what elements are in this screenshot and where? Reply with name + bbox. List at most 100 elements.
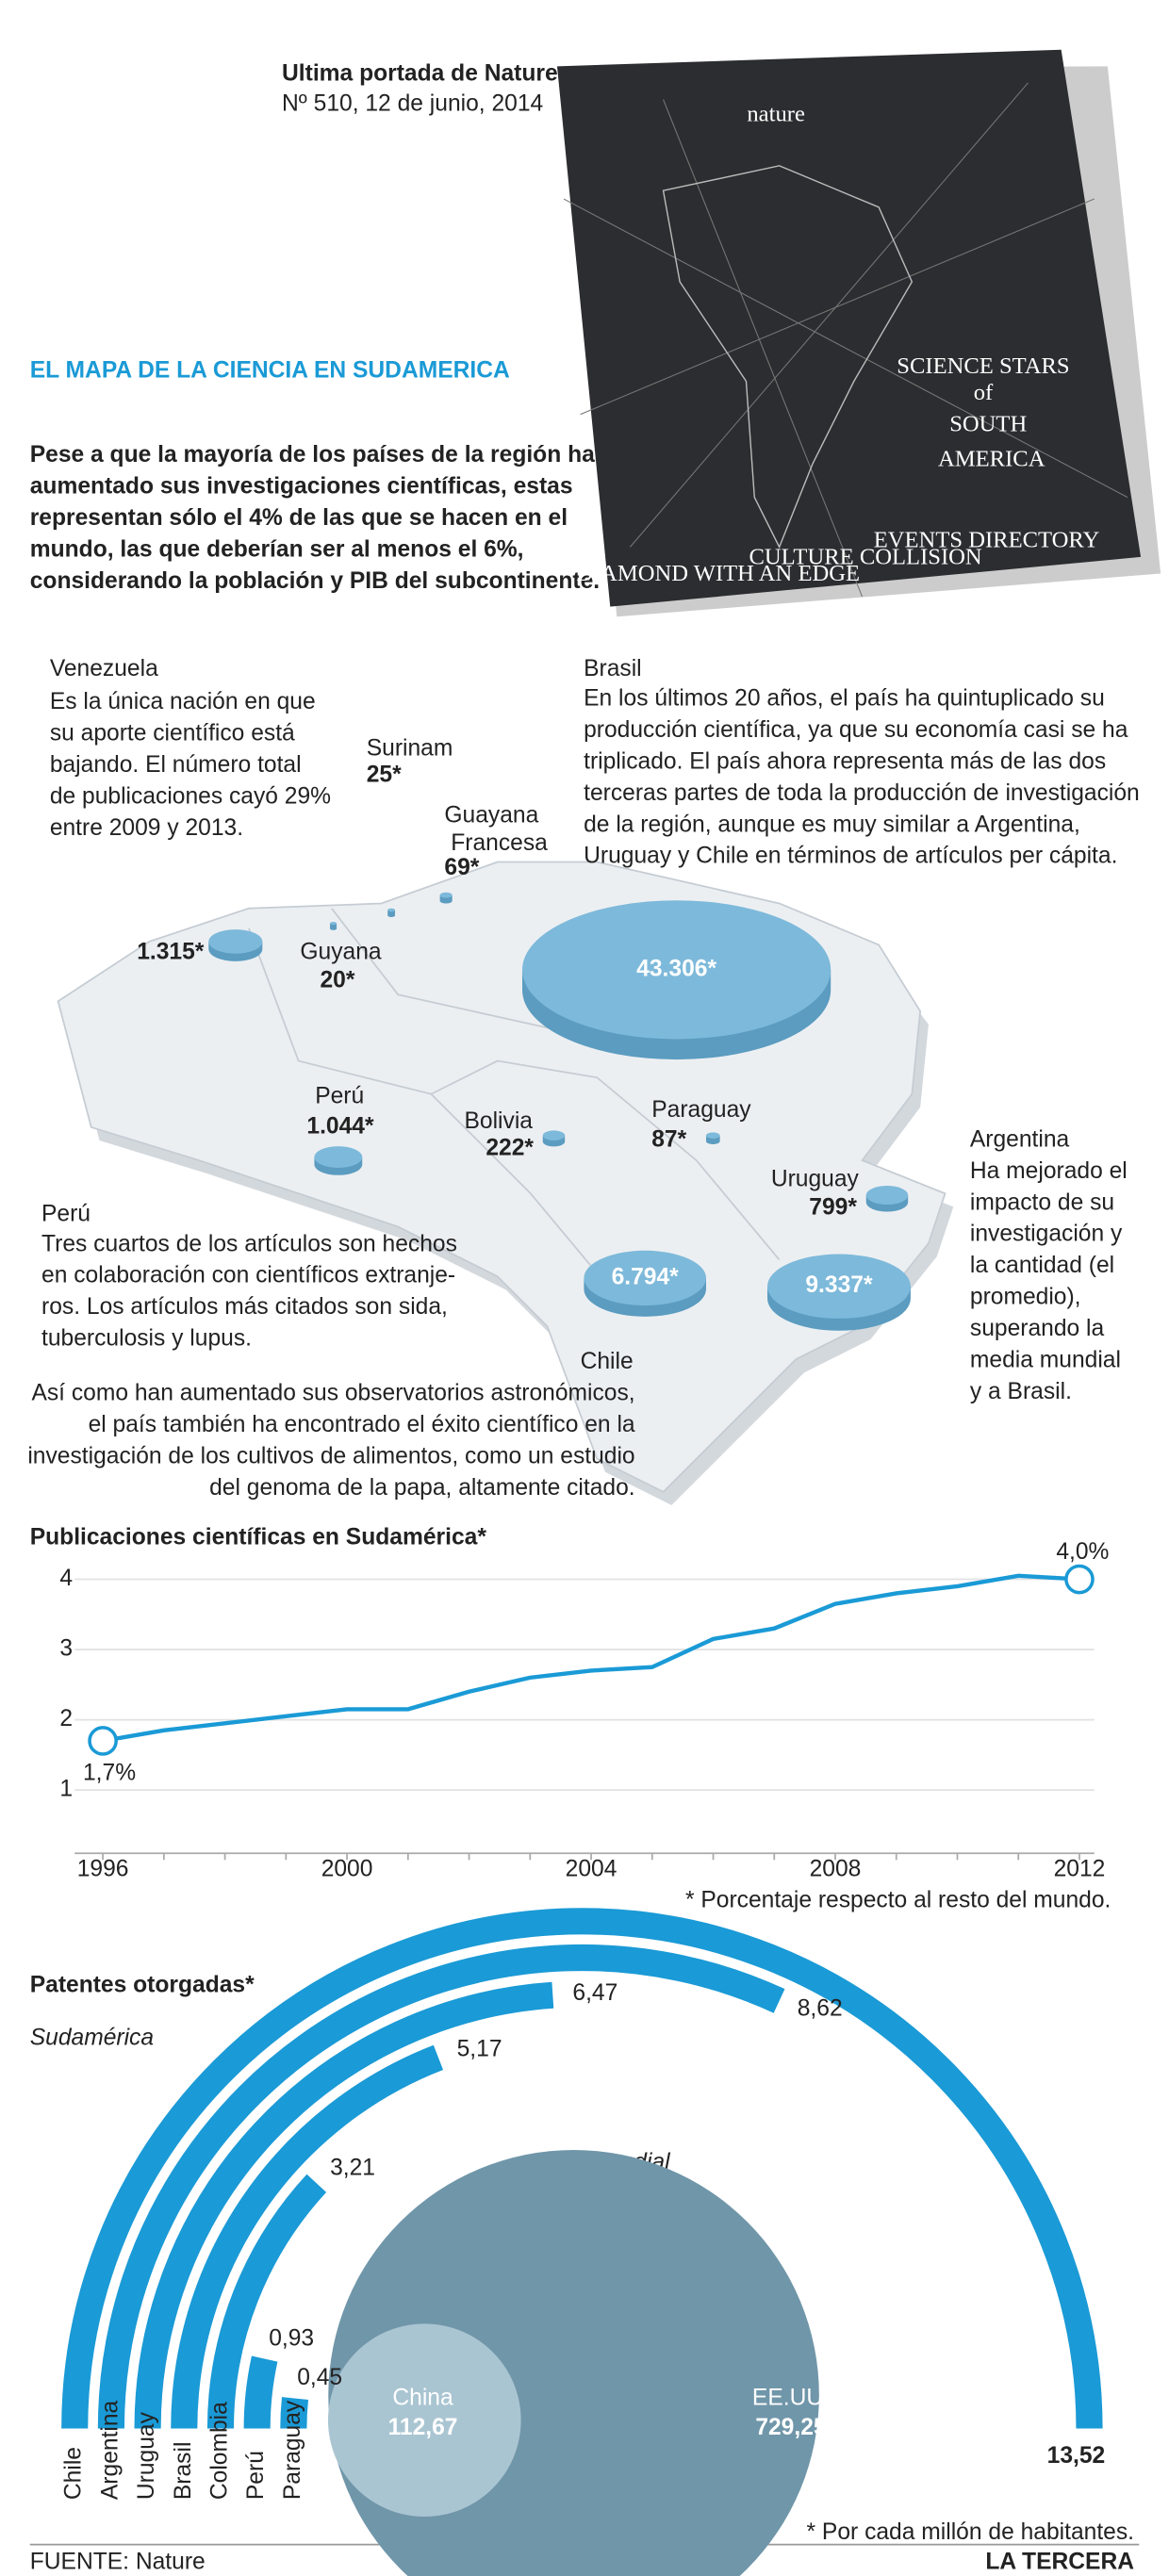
intro-line: mundo, las que deberían ser al menos el … (30, 536, 524, 562)
y-tick-label: 1 (59, 1777, 73, 1802)
bubble (208, 929, 263, 954)
arc-category: Paraguay (280, 2400, 305, 2500)
country-note: Ha mejorado el (970, 1158, 1128, 1184)
country-note: investigación de los cultivos de aliment… (27, 1443, 634, 1468)
bubble-label: 69* (444, 855, 479, 880)
point-label: 4,0% (1056, 1539, 1109, 1565)
cover-title: Ultima portada de Nature (282, 61, 558, 87)
bubble-label: 1.044* (306, 1113, 374, 1139)
country-note: la cantidad (el (970, 1253, 1114, 1278)
cover-lines (563, 82, 1128, 598)
bubble (584, 1250, 706, 1306)
country-name: Perú (41, 1202, 91, 1227)
bubble-label: 43.306* (636, 956, 716, 981)
country-note: Así como han aumentado sus observatorios… (31, 1381, 634, 1406)
footer-source: FUENTE: Nature (30, 2549, 206, 2574)
arc (61, 1908, 1103, 2429)
cover-line: SCIENCE STARS (897, 353, 1069, 379)
cover-map (662, 165, 914, 550)
bubble (387, 908, 396, 912)
y-tick-label: 3 (59, 1636, 73, 1662)
country-name: Surinam (367, 735, 453, 761)
bubble (766, 1254, 911, 1319)
arc-category: Brasil (171, 2442, 196, 2501)
y-tick-label: 4 (59, 1566, 73, 1591)
intro-line: representan sólo el 4% de las que se hac… (30, 505, 568, 531)
arc-category: Chile (61, 2447, 87, 2500)
bubble-label: 6.794* (612, 1264, 680, 1289)
intro-line: Pese a que la mayoría de los países de l… (30, 442, 595, 468)
x-tick-label: 2004 (566, 1856, 617, 1881)
country-note: entre 2009 y 2013. (50, 815, 243, 841)
country-name: Bolivia (464, 1108, 533, 1134)
cover-masthead: nature (747, 102, 805, 127)
bubble (865, 1186, 909, 1206)
arc-category: Perú (243, 2451, 269, 2500)
cover-line: of (974, 380, 994, 405)
arc-value: 5,17 (457, 2037, 502, 2062)
x-tick-label: 2008 (810, 1856, 862, 1881)
country-note: superando la (970, 1316, 1105, 1341)
arc-value: 3,21 (330, 2155, 375, 2180)
bubble-side (330, 923, 338, 930)
point-label: 1,7% (83, 1761, 136, 1786)
country-note: terceras partes de toda la producción de… (584, 780, 1140, 806)
world-name: EE.UU. (752, 2385, 830, 2410)
arc (206, 2174, 327, 2429)
country-note: su aporte científico está (50, 721, 295, 747)
world-circle (327, 2323, 521, 2517)
country-note: Uruguay y Chile en términos de artículos… (584, 844, 1117, 869)
arc-category: Colombia (206, 2402, 232, 2500)
bubble-label: 222* (486, 1135, 534, 1160)
country-note: en colaboración con científicos extranje… (41, 1263, 455, 1288)
arc (171, 2044, 444, 2429)
world-value: 112,67 (388, 2415, 458, 2440)
chart-title: Patentes otorgadas* (30, 1972, 255, 1997)
headline: EL MAPA DE LA CIENCIA EN SUDAMERICA (30, 357, 510, 383)
country-note: Es la única nación en que (50, 689, 316, 714)
line (102, 1573, 1080, 1744)
cover-story: EVENTS DIRECTORY (874, 528, 1100, 553)
country-note: el país también ha encontrado el éxito c… (89, 1412, 635, 1437)
bubble-label: 799* (809, 1195, 857, 1221)
intro-line: considerando la población y PIB del subc… (30, 568, 600, 594)
arc (243, 2355, 278, 2429)
country-note: media mundial (970, 1347, 1121, 1372)
country-note: impacto de su (970, 1190, 1114, 1215)
bubble-label: 87* (651, 1126, 686, 1152)
intro-line: aumentado sus investigaciones científica… (30, 474, 573, 500)
arc-value: 6,47 (572, 1980, 617, 2006)
arc-value: 0,45 (297, 2365, 342, 2390)
country-name: Perú (315, 1084, 364, 1109)
arc-value: 13,52 (1047, 2443, 1106, 2469)
country-name: Chile (581, 1349, 634, 1374)
country-name: Guyana (300, 940, 382, 965)
arc (97, 1944, 785, 2429)
cover-line: SOUTH (949, 412, 1027, 437)
footer-brand: LA TERCERA (985, 2549, 1134, 2574)
chart-note: * Por cada millón de habitantes. (807, 2519, 1134, 2545)
country-note: producción científica, ya que su economí… (584, 717, 1128, 743)
bubble-label: 1.315* (137, 940, 205, 965)
x-tick-label: 2000 (321, 1856, 373, 1881)
country-name: Uruguay (771, 1167, 860, 1192)
country-name: Argentina (970, 1126, 1070, 1152)
arc (134, 1981, 554, 2429)
arc-value: 0,93 (269, 2325, 314, 2351)
country-name: Brasil (584, 656, 642, 681)
country-note: y a Brasil. (970, 1379, 1072, 1404)
bubble-label: 9.337* (805, 1272, 873, 1298)
country-note: En los últimos 20 años, el país ha quint… (584, 686, 1105, 712)
arc (280, 2397, 309, 2429)
country-name: Paraguay (651, 1097, 751, 1123)
country-note: de publicaciones cayó 29% (50, 783, 331, 809)
chart-title: Publicaciones científicas en Sudamérica* (30, 1525, 487, 1551)
chart-subtitle: Sudamérica (30, 2026, 154, 2051)
arc-category: Uruguay (134, 2411, 159, 2500)
bubble (542, 1130, 566, 1140)
point (88, 1726, 118, 1756)
cover-issue: Nº 510, 12 de junio, 2014 (282, 90, 543, 116)
cover-story: CULTURE COLLISION (749, 544, 981, 569)
y-tick-label: 2 (59, 1706, 73, 1731)
